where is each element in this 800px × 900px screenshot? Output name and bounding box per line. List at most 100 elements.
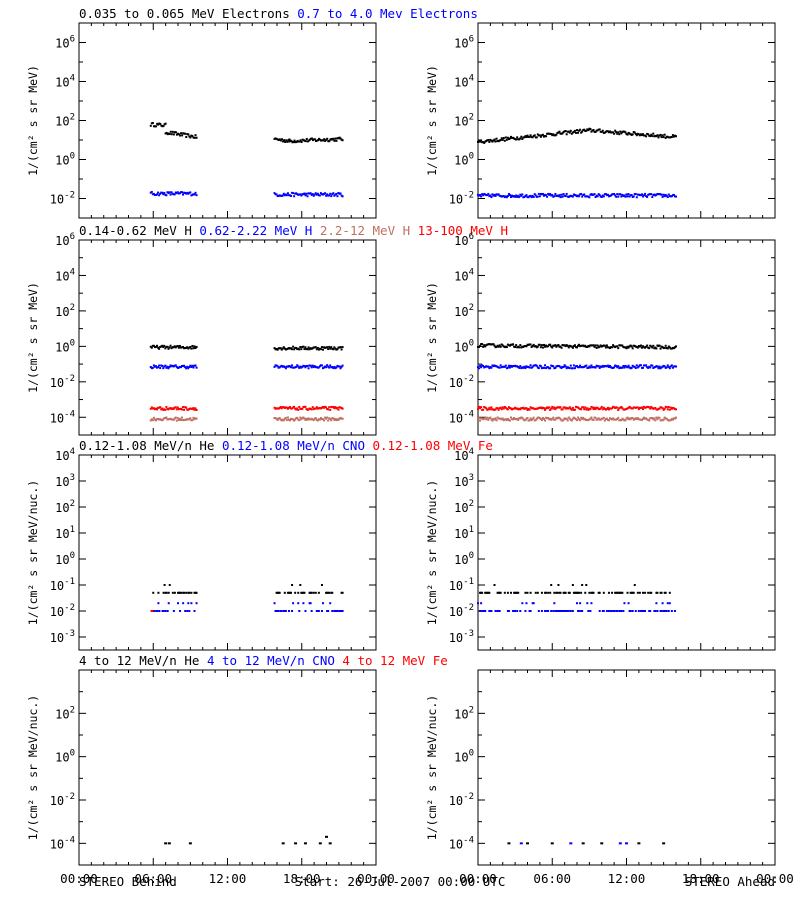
data-point	[533, 134, 536, 137]
data-point	[595, 418, 598, 421]
data-point	[287, 347, 290, 350]
data-point	[278, 406, 281, 409]
data-point	[156, 344, 159, 347]
data-point	[578, 418, 581, 421]
data-point	[565, 192, 568, 195]
data-point	[193, 136, 196, 139]
data-point	[479, 591, 482, 594]
data-point	[605, 365, 608, 368]
data-point	[290, 417, 293, 420]
data-point	[190, 366, 193, 369]
data-point	[561, 195, 564, 198]
data-point	[480, 195, 483, 198]
data-point	[303, 591, 306, 594]
data-point	[177, 591, 179, 594]
data-point	[669, 195, 672, 198]
data-point	[496, 344, 499, 347]
data-point	[331, 366, 334, 369]
data-point	[533, 193, 536, 196]
data-point	[293, 366, 296, 369]
data-point	[183, 418, 186, 421]
data-point	[477, 407, 479, 410]
data-point	[604, 193, 607, 196]
data-point	[560, 419, 563, 422]
data-point	[597, 591, 600, 594]
legend-entry: 0.14-0.62 MeV H	[79, 223, 192, 238]
data-point	[638, 406, 641, 409]
data-point	[491, 408, 494, 411]
data-point	[519, 137, 522, 140]
data-point	[328, 591, 331, 594]
data-point	[617, 347, 620, 350]
data-point	[493, 364, 496, 367]
data-point	[294, 842, 298, 845]
data-point	[568, 406, 571, 409]
data-point	[600, 842, 604, 845]
data-point	[157, 366, 160, 369]
data-point	[546, 417, 549, 420]
data-point	[320, 364, 323, 367]
data-point	[170, 408, 173, 411]
data-point	[294, 192, 297, 195]
data-point	[657, 367, 660, 370]
data-point	[164, 132, 167, 135]
data-point	[650, 405, 653, 408]
data-point	[535, 407, 538, 410]
data-point	[624, 131, 627, 134]
data-point	[490, 366, 493, 369]
data-point	[544, 193, 547, 196]
data-point	[330, 405, 333, 408]
data-point	[309, 602, 312, 605]
data-point	[619, 344, 622, 347]
data-point	[304, 366, 307, 369]
data-point	[338, 610, 341, 612]
data-point	[517, 366, 520, 369]
data-point	[527, 343, 530, 346]
data-point	[494, 194, 497, 197]
data-point	[493, 193, 496, 196]
data-point	[525, 602, 528, 605]
data-point	[178, 408, 181, 411]
data-point	[527, 365, 530, 368]
data-point	[307, 139, 310, 142]
data-point	[524, 610, 527, 612]
data-point	[276, 138, 279, 141]
data-point	[577, 591, 580, 594]
data-point	[524, 194, 527, 197]
data-points	[477, 343, 677, 422]
data-point	[306, 365, 309, 368]
data-point	[582, 129, 585, 132]
data-point	[277, 407, 280, 410]
data-point	[661, 407, 664, 410]
data-point	[499, 364, 502, 367]
data-point	[563, 130, 566, 133]
data-point	[504, 345, 507, 348]
data-point	[603, 193, 606, 196]
data-point	[531, 365, 534, 368]
data-point	[162, 367, 165, 370]
data-point	[667, 345, 670, 348]
data-point	[592, 591, 595, 594]
data-point	[640, 134, 643, 137]
data-point	[291, 407, 294, 410]
data-point	[305, 348, 308, 351]
data-point	[497, 408, 500, 411]
data-point	[545, 344, 548, 347]
data-point	[532, 343, 535, 346]
data-point	[188, 408, 191, 411]
data-point	[536, 407, 539, 410]
data-point	[612, 131, 615, 134]
data-point	[646, 344, 649, 347]
data-point	[338, 346, 341, 349]
data-point	[614, 129, 617, 132]
data-point	[152, 192, 155, 195]
data-point	[638, 134, 641, 137]
data-point	[540, 610, 543, 612]
data-point	[620, 419, 623, 422]
data-point	[173, 591, 176, 594]
data-point	[274, 193, 277, 196]
data-point	[176, 366, 179, 369]
data-point	[317, 194, 320, 197]
data-point	[340, 610, 343, 612]
data-point	[536, 133, 539, 136]
